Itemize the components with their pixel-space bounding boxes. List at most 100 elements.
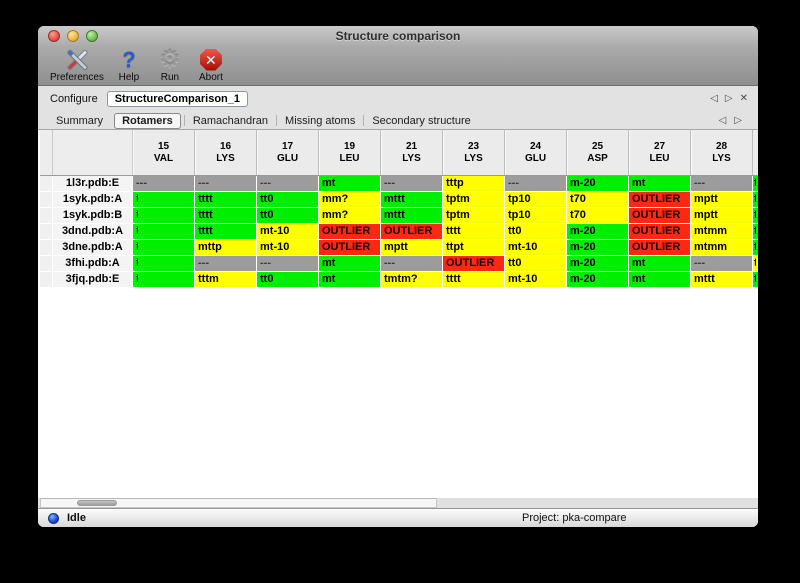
rotamer-cell[interactable]: m-20 (567, 272, 628, 287)
rotamer-cell[interactable]: tttm (195, 272, 256, 287)
column-header-17[interactable]: 17 GLU (257, 130, 319, 175)
column-header-27[interactable]: 27 LEU (629, 130, 691, 175)
rotamer-cell[interactable]: mt (629, 176, 690, 191)
rotamer-cell[interactable]: OUTLIER (629, 208, 690, 223)
rotamer-cell[interactable]: tttt (195, 192, 256, 207)
rotamer-cell[interactable]: tttt (195, 208, 256, 223)
rotamer-cell[interactable]: --- (257, 176, 318, 191)
configure-forward-button[interactable]: ▷ (724, 93, 733, 104)
rotamer-cell[interactable]: mttt (691, 272, 752, 287)
rotamer-cell[interactable]: OUTLIER (319, 224, 380, 239)
rotamer-cell[interactable]: tptm (443, 208, 504, 223)
rotamer-cell[interactable]: mt (319, 256, 380, 271)
rotamer-cell-partial[interactable]: t (753, 192, 758, 207)
rotamer-cell[interactable]: mttt (381, 192, 442, 207)
rotamer-cell[interactable]: tt0 (257, 208, 318, 223)
column-header-19[interactable]: 19 LEU (319, 130, 381, 175)
column-header-15[interactable]: 15 VAL (133, 130, 195, 175)
rotamer-cell-partial[interactable]: t (753, 240, 758, 255)
rotamer-cell[interactable]: t (133, 272, 194, 287)
rotamer-cell[interactable]: mttt (381, 208, 442, 223)
rotamer-cell[interactable]: mtmm (691, 240, 752, 255)
rotamer-cell[interactable]: mm? (319, 192, 380, 207)
rotamer-cell[interactable]: tp10 (505, 208, 566, 223)
zoom-window-button[interactable] (86, 30, 98, 42)
rotamer-cell[interactable]: t (133, 208, 194, 223)
configure-back-button[interactable]: ◁ (710, 93, 718, 104)
rotamer-cell[interactable]: --- (195, 256, 256, 271)
rotamer-cell[interactable]: m-20 (567, 256, 628, 271)
configuration-name-field[interactable]: StructureComparison_1 (106, 91, 249, 107)
column-header-28[interactable]: 28 LYS (691, 130, 753, 175)
rotamer-cell[interactable]: m-20 (567, 240, 628, 255)
rotamer-cell[interactable]: OUTLIER (629, 224, 690, 239)
abort-button[interactable]: ✕ Abort (195, 47, 227, 84)
row-label[interactable]: 3dne.pdb:A (53, 240, 132, 255)
rotamer-cell[interactable]: mptt (381, 240, 442, 255)
rotamer-cell[interactable]: t (133, 224, 194, 239)
row-label[interactable]: 3fhi.pdb:A (53, 256, 132, 271)
rotamer-cell-partial[interactable]: t (753, 256, 758, 271)
rotamer-cell-partial[interactable]: t (753, 176, 758, 191)
rotamer-cell[interactable]: tttt (443, 224, 504, 239)
minimize-window-button[interactable] (67, 30, 79, 42)
row-label[interactable]: 1l3r.pdb:E (53, 176, 132, 191)
rotamer-cell[interactable]: mt-10 (505, 272, 566, 287)
rotamer-cell-partial[interactable]: t (753, 272, 758, 287)
tab-ramachandran[interactable]: Ramachandran (192, 114, 269, 127)
rotamer-cell[interactable]: tttt (195, 224, 256, 239)
rotamer-cell[interactable]: --- (133, 176, 194, 191)
rotamer-cell-partial[interactable]: t (753, 224, 758, 239)
rotamer-cell[interactable]: mt (629, 272, 690, 287)
row-label[interactable]: 1syk.pdb:B (53, 208, 132, 223)
rotamer-cell[interactable]: --- (381, 176, 442, 191)
configure-close-button[interactable]: ✕ (739, 93, 748, 104)
row-label[interactable]: 1syk.pdb:A (53, 192, 132, 207)
row-label[interactable]: 3dnd.pdb:A (53, 224, 132, 239)
rotamer-cell[interactable]: mm? (319, 208, 380, 223)
rotamer-cell[interactable]: ttpt (443, 240, 504, 255)
rotamer-cell[interactable]: --- (195, 176, 256, 191)
rotamer-cell[interactable]: --- (381, 256, 442, 271)
titlebar[interactable]: Structure comparison (38, 26, 758, 46)
column-header-23[interactable]: 23 LYS (443, 130, 505, 175)
rotamer-cell[interactable]: --- (691, 176, 752, 191)
rotamer-cell[interactable]: tt0 (257, 272, 318, 287)
scrollbar-track[interactable] (40, 498, 437, 508)
rotamer-cell[interactable]: m-20 (567, 176, 628, 191)
rotamer-cell[interactable]: mptt (691, 192, 752, 207)
rotamer-cell[interactable]: tt0 (505, 256, 566, 271)
tab-missing-atoms[interactable]: Missing atoms (285, 114, 356, 127)
run-button[interactable]: ⚙ Run (154, 47, 186, 84)
rotamer-cell[interactable]: t70 (567, 208, 628, 223)
rotamer-cell[interactable]: tptm (443, 192, 504, 207)
rotamer-cell[interactable]: mt-10 (257, 224, 318, 239)
rotamer-cell[interactable]: t70 (567, 192, 628, 207)
rotamer-cell[interactable]: t (133, 256, 194, 271)
tab-forward-button[interactable]: ▷ (734, 114, 742, 126)
rotamer-cell[interactable]: mttp (195, 240, 256, 255)
scrollbar-thumb[interactable] (77, 500, 117, 506)
rotamer-cell[interactable]: tt0 (505, 224, 566, 239)
column-header-25[interactable]: 25 ASP (567, 130, 629, 175)
rotamer-cell[interactable]: OUTLIER (629, 192, 690, 207)
column-header-24[interactable]: 24 GLU (505, 130, 567, 175)
column-header-21[interactable]: 21 LYS (381, 130, 443, 175)
row-label[interactable]: 3fjq.pdb:E (53, 272, 132, 287)
tab-back-button[interactable]: ◁ (718, 114, 727, 126)
rotamer-cell[interactable]: OUTLIER (629, 240, 690, 255)
rotamer-cell[interactable]: mt (629, 256, 690, 271)
rotamer-cell[interactable]: tp10 (505, 192, 566, 207)
rotamer-cell[interactable]: mt (319, 176, 380, 191)
rotamer-cell[interactable]: --- (505, 176, 566, 191)
rotamer-cell[interactable]: mtmm (691, 224, 752, 239)
rotamer-cell[interactable]: t (133, 192, 194, 207)
rotamer-cell[interactable]: m-20 (567, 224, 628, 239)
help-button[interactable]: ? Help (113, 47, 145, 84)
tab-summary[interactable]: Summary (56, 114, 104, 127)
rotamer-cell[interactable]: tmtm? (381, 272, 442, 287)
rotamer-cell[interactable]: OUTLIER (443, 256, 504, 271)
preferences-button[interactable]: Preferences (50, 47, 104, 84)
rotamer-cell[interactable]: tt0 (257, 192, 318, 207)
rotamer-cell[interactable]: tttp (443, 176, 504, 191)
